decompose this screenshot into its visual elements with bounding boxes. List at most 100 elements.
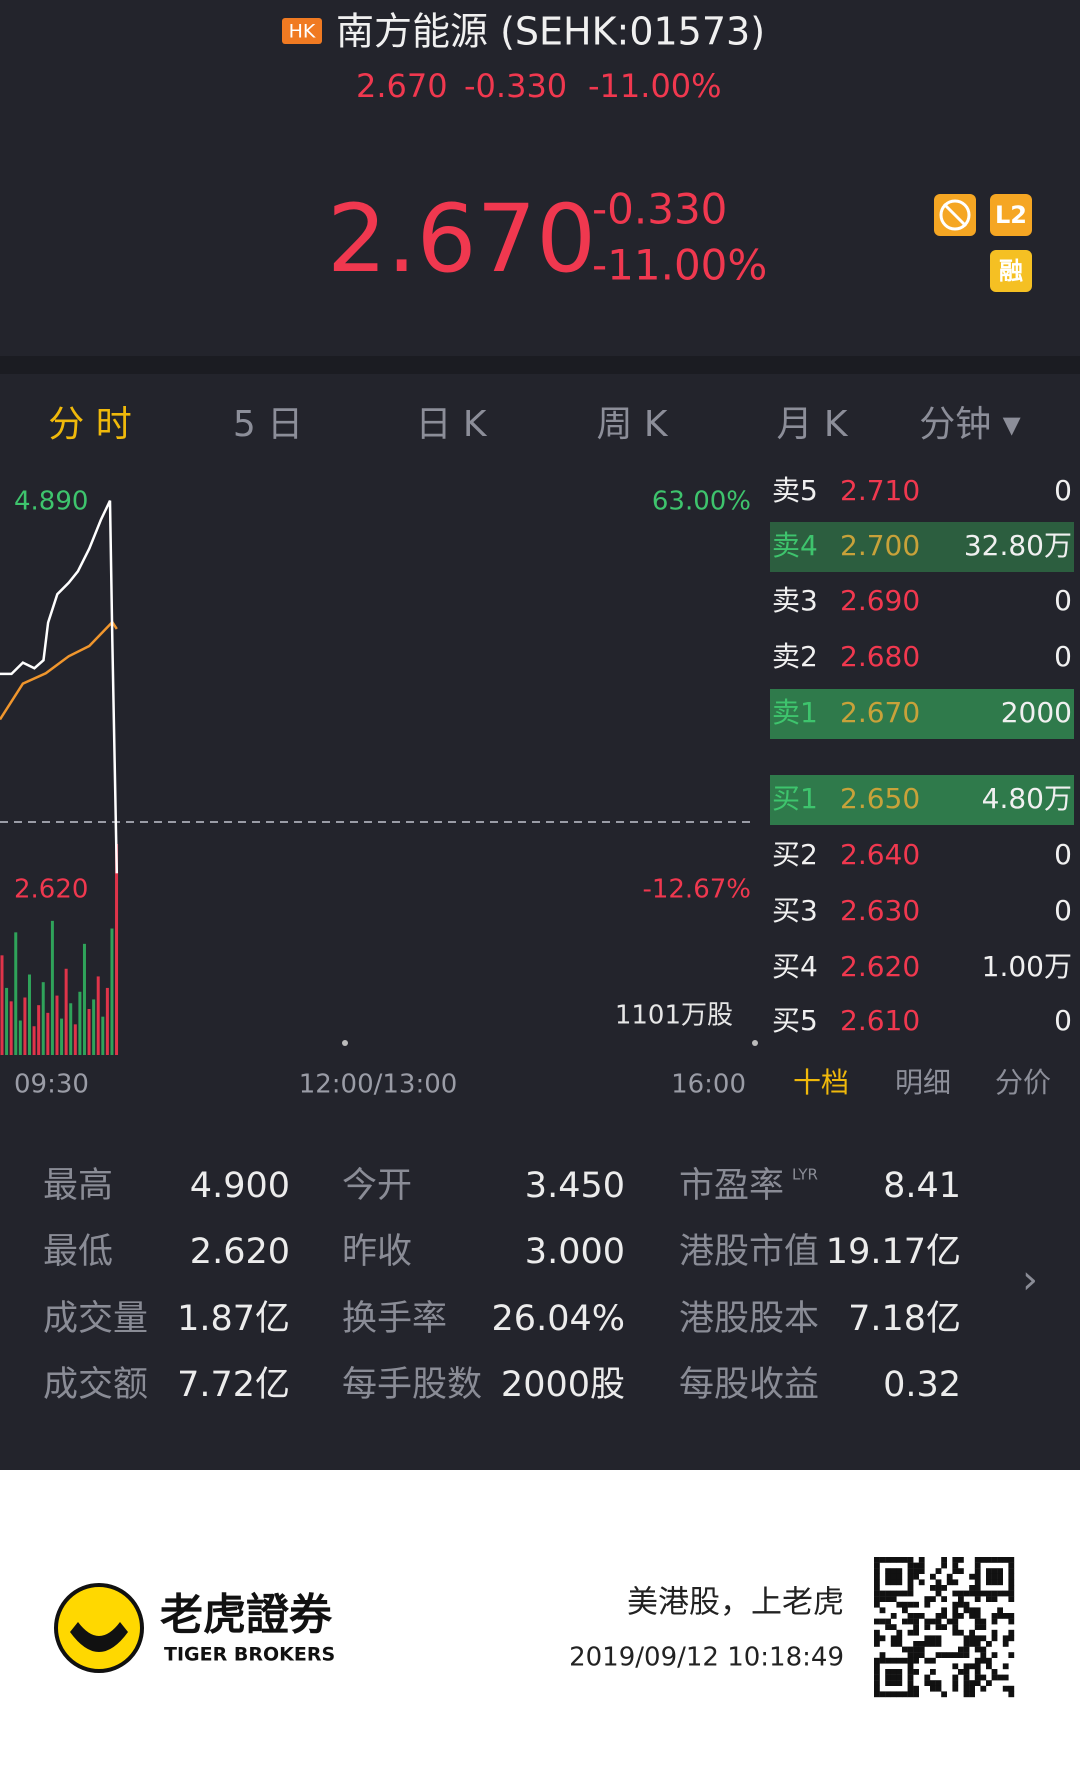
qr-cell: [930, 1657, 936, 1664]
summary-price: 2.670: [356, 67, 448, 105]
qr-cell: [1002, 1685, 1009, 1692]
qr-cell: [874, 1601, 880, 1608]
book-side: 买1: [772, 782, 818, 815]
badge-margin: 融: [999, 257, 1023, 285]
stat-value: 19.17亿: [826, 1232, 961, 1272]
qr-cell: [907, 1680, 914, 1686]
qr-cell: [924, 1596, 931, 1602]
qr-cell: [980, 1652, 987, 1658]
book-price: 2.610: [840, 1004, 920, 1037]
qr-cell: [907, 1601, 914, 1608]
volume-bar: [115, 844, 119, 1055]
qr-cell: [924, 1674, 931, 1681]
qr-cell: [890, 1568, 897, 1574]
qr-cell: [879, 1607, 886, 1614]
volume-bar: [87, 1009, 91, 1055]
qr-cell: [890, 1579, 897, 1586]
qr-cell: [1002, 1674, 1009, 1681]
qr-cell: [885, 1657, 891, 1664]
qr-cell: [896, 1635, 903, 1642]
qr-cell: [974, 1590, 981, 1597]
qr-cell: [918, 1579, 925, 1586]
qr-cell: [890, 1624, 897, 1630]
qr-cell: [902, 1646, 908, 1653]
stat-label: 港股市值: [679, 1232, 819, 1272]
qr-cell: [969, 1613, 975, 1619]
tab[interactable]: 分钟 ▾: [919, 404, 1021, 445]
qr-cell: [969, 1635, 975, 1642]
qr-cell: [896, 1568, 903, 1574]
volume-bar: [32, 1026, 36, 1055]
stat-value: 26.04%: [492, 1299, 625, 1339]
qr-cell: [930, 1635, 936, 1642]
qr-cell: [935, 1641, 942, 1647]
qr-cell: [986, 1568, 992, 1574]
stat-label: 每股收益: [679, 1365, 819, 1405]
qr-cell: [1008, 1652, 1015, 1658]
qr-cell: [890, 1691, 897, 1698]
qr-cell: [980, 1674, 987, 1681]
qr-cell: [997, 1568, 1003, 1574]
qr-cell: [1008, 1691, 1015, 1698]
qr-cell: [991, 1669, 998, 1675]
qr-cell: [986, 1573, 992, 1580]
qr-cell: [952, 1613, 959, 1619]
book-tab[interactable]: 分价: [995, 1066, 1051, 1099]
book-tab[interactable]: 明细: [895, 1066, 951, 1099]
qr-cell: [874, 1562, 880, 1569]
qr-cell: [952, 1685, 959, 1692]
volume-bar: [101, 1016, 105, 1055]
logo-mark: [70, 1622, 128, 1652]
chevron[interactable]: ›: [1022, 1257, 1038, 1303]
icon-l2[interactable]: [990, 194, 1032, 236]
qr-cell: [935, 1624, 942, 1630]
qr-cell: [952, 1629, 959, 1636]
qr-cell: [896, 1601, 903, 1608]
tab[interactable]: 分 时: [48, 404, 131, 445]
qr-cell: [963, 1641, 970, 1647]
qr-cell: [952, 1618, 959, 1625]
brand-en: TIGER BROKERS: [164, 1644, 335, 1666]
qr-cell: [913, 1573, 919, 1580]
qr-cell: [924, 1635, 931, 1642]
book-volume: 4.80万: [982, 782, 1072, 815]
icon-coin-slash: [942, 202, 968, 228]
qr-cell: [874, 1579, 880, 1586]
book-side: 买2: [772, 838, 818, 871]
qr-cell: [1008, 1557, 1015, 1563]
tab[interactable]: 5 日: [233, 404, 303, 445]
axis-dot: [752, 1040, 758, 1046]
qr-cell: [991, 1674, 998, 1681]
book-tab[interactable]: 十档: [793, 1066, 849, 1099]
qr-cell: [941, 1613, 947, 1619]
qr-cell: [902, 1607, 908, 1614]
volume-bar: [37, 1005, 41, 1055]
qr-cell: [930, 1618, 936, 1625]
icon-margin[interactable]: [990, 250, 1032, 292]
book-volume: 1.00万: [982, 950, 1072, 983]
qr-cell: [924, 1641, 931, 1647]
qr-cell: [930, 1669, 936, 1675]
tab[interactable]: 周 K: [596, 404, 668, 445]
qr-cell: [980, 1646, 987, 1653]
tab[interactable]: 月 K: [776, 404, 848, 445]
qr-cell: [974, 1618, 981, 1625]
qr-cell: [930, 1641, 936, 1647]
qr-cell: [924, 1680, 931, 1686]
tab[interactable]: 日 K: [415, 404, 487, 445]
qr-cell: [907, 1579, 914, 1586]
qr-cell: [907, 1557, 914, 1563]
book-side: 买4: [772, 950, 818, 983]
qr-cell: [913, 1568, 919, 1574]
stat-label: 港股股本: [679, 1299, 819, 1339]
qr-cell: [963, 1635, 970, 1642]
qr-cell: [980, 1657, 987, 1664]
qr-cell: [885, 1579, 891, 1586]
volume-bar: [50, 920, 54, 1055]
qr-cell: [991, 1573, 998, 1580]
qr-cell: [986, 1680, 992, 1686]
qr-cell: [874, 1657, 880, 1664]
qr-cell: [935, 1585, 942, 1591]
qr-cell: [974, 1641, 981, 1647]
book-volume: 0: [1054, 474, 1072, 507]
